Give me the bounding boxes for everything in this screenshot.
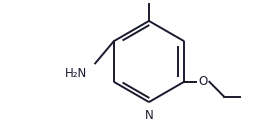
- Text: N: N: [145, 109, 153, 123]
- Text: H₂N: H₂N: [65, 67, 87, 80]
- Text: O: O: [198, 75, 207, 88]
- Text: F: F: [146, 0, 152, 1]
